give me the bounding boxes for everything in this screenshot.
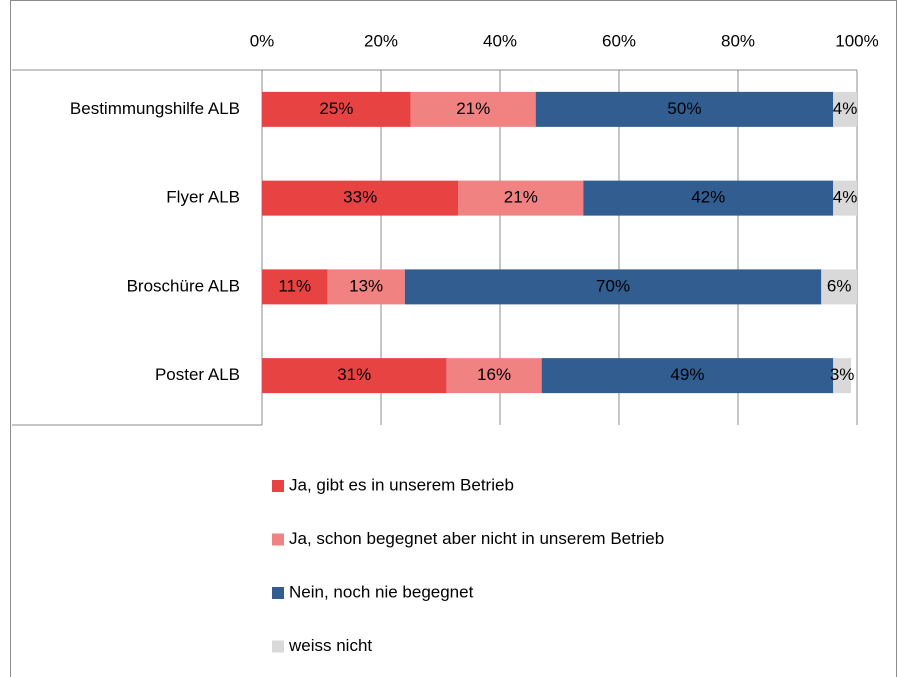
data-label: 42% bbox=[691, 188, 725, 207]
legend-swatch bbox=[272, 480, 284, 492]
data-label: 31% bbox=[337, 365, 371, 384]
x-tick-label: 60% bbox=[602, 31, 636, 50]
legend-label: Nein, noch nie begegnet bbox=[289, 582, 474, 601]
bar-segment bbox=[535, 91, 834, 127]
bar-segment bbox=[833, 180, 857, 216]
bar-segment bbox=[821, 269, 857, 305]
data-label: 21% bbox=[504, 188, 538, 207]
x-tick-label: 80% bbox=[721, 31, 755, 50]
y-tick-label: Bestimmungshilfe ALB bbox=[70, 99, 240, 118]
legend-swatch bbox=[272, 640, 284, 653]
bar-segment bbox=[833, 91, 857, 127]
data-label: 33% bbox=[343, 188, 377, 207]
data-label: 3% bbox=[830, 365, 855, 384]
x-tick-label: 100% bbox=[835, 31, 878, 50]
y-tick-label: Poster ALB bbox=[155, 365, 240, 384]
data-label: 49% bbox=[670, 365, 704, 384]
data-label: 21% bbox=[456, 99, 490, 118]
bar-segment bbox=[833, 358, 852, 394]
data-label: 50% bbox=[667, 99, 701, 118]
chart-border bbox=[10, 0, 897, 677]
data-label: 6% bbox=[827, 276, 852, 295]
y-tick-label: Broschüre ALB bbox=[127, 276, 240, 295]
bar-segment bbox=[262, 358, 447, 394]
x-tick-label: 20% bbox=[364, 31, 398, 50]
data-label: 13% bbox=[349, 276, 383, 295]
bar-segment bbox=[327, 269, 405, 305]
legend-swatch bbox=[272, 533, 284, 546]
legend-label: Ja, gibt es in unserem Betrieb bbox=[289, 475, 514, 494]
data-label: 4% bbox=[833, 188, 858, 207]
data-label: 70% bbox=[596, 276, 630, 295]
data-label: 11% bbox=[278, 276, 311, 295]
data-label: 4% bbox=[833, 99, 858, 118]
bar-segment bbox=[262, 180, 459, 216]
bar-segment bbox=[404, 269, 822, 305]
legend-swatch bbox=[272, 587, 284, 599]
bar-segment bbox=[583, 180, 834, 216]
bar-segment bbox=[262, 269, 328, 305]
data-label: 25% bbox=[319, 99, 353, 118]
data-label: 16% bbox=[477, 365, 511, 384]
x-tick-label: 0% bbox=[250, 31, 275, 50]
x-tick-label: 40% bbox=[483, 31, 517, 50]
bar-segment bbox=[446, 358, 542, 394]
bar-segment bbox=[262, 91, 411, 127]
y-tick-label: Flyer ALB bbox=[166, 188, 240, 207]
bar-segment bbox=[541, 358, 834, 394]
bar-segment bbox=[458, 180, 584, 216]
legend-label: Ja, schon begegnet aber nicht in unserem… bbox=[289, 529, 664, 548]
bar-segment bbox=[410, 91, 536, 127]
legend-label: weiss nicht bbox=[288, 636, 372, 655]
